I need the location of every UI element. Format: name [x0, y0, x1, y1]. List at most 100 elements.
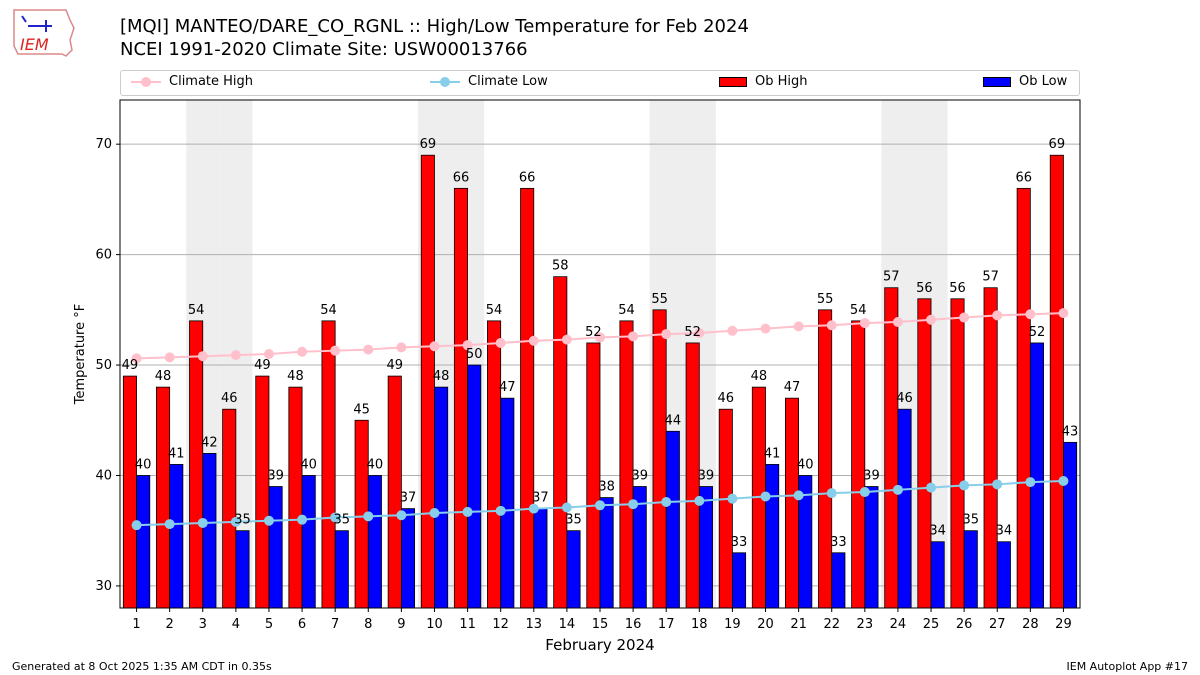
- climate-high-point: [230, 350, 241, 361]
- ob-low-label: 40: [367, 457, 384, 472]
- climate-low-point: [429, 508, 440, 519]
- climate-high-point: [197, 351, 208, 362]
- ob-low-label: 37: [400, 491, 417, 506]
- climate-low-point: [859, 487, 870, 498]
- ob-low-bar: [566, 530, 581, 609]
- climate-low-point: [1058, 476, 1069, 486]
- ob-low-label: 34: [996, 524, 1013, 539]
- ob-high-label: 54: [850, 303, 867, 318]
- climate-low-point: [1025, 477, 1036, 488]
- ob-high-label: 54: [618, 303, 635, 318]
- x-tick-label: 28: [1022, 617, 1039, 632]
- climate-low-point: [694, 495, 705, 506]
- climate-low-point: [892, 484, 903, 495]
- ob-low-bar: [202, 452, 217, 609]
- ob-high-bar: [917, 298, 932, 609]
- x-tick-label: 4: [232, 617, 240, 632]
- ob-high-label: 57: [883, 270, 900, 285]
- climate-high-point: [297, 346, 308, 357]
- ob-low-bar: [400, 508, 416, 609]
- ob-low-bar: [169, 464, 184, 609]
- climate-high-point: [263, 349, 274, 359]
- ob-high-label: 69: [420, 137, 437, 152]
- ob-low-bar: [599, 497, 614, 609]
- ob-high-label: 69: [1049, 137, 1066, 152]
- ob-low-label: 33: [830, 535, 847, 550]
- ob-low-label: 35: [334, 513, 351, 528]
- x-tick-label: 13: [526, 617, 543, 632]
- ob-high-bar: [122, 375, 137, 609]
- climate-low-point: [197, 517, 208, 528]
- y-tick-label: 70: [95, 137, 112, 152]
- chart-subtitle: NCEI 1991-2020 Climate Site: USW00013766: [120, 39, 528, 60]
- climate-high-point: [1025, 309, 1036, 320]
- legend: Climate High Climate Low Ob High Ob Low: [120, 70, 1080, 96]
- legend-ob-low: Ob Low: [983, 74, 1067, 89]
- y-tick-label: 40: [95, 468, 112, 483]
- ob-low-bar: [963, 530, 978, 609]
- x-axis-label: February 2024: [545, 636, 654, 654]
- ob-high-bar: [586, 342, 601, 609]
- climate-low-point: [595, 500, 605, 511]
- ob-high-label: 56: [916, 281, 933, 296]
- climate-high-point: [396, 342, 407, 353]
- iem-logo-icon: IEM: [13, 9, 75, 57]
- ob-high-label: 46: [718, 391, 735, 406]
- ob-low-label: 41: [168, 446, 185, 461]
- logo-text: IEM: [20, 35, 49, 54]
- ob-high-bar: [553, 276, 568, 609]
- ob-high-label: 66: [519, 170, 536, 185]
- x-tick-label: 27: [989, 617, 1006, 632]
- climate-high-point: [561, 334, 572, 345]
- ob-low-bar: [367, 475, 382, 609]
- ob-high-label: 54: [188, 303, 205, 318]
- ob-high-bar: [288, 386, 303, 609]
- x-tick-label: 29: [1055, 617, 1072, 632]
- climate-high-point: [760, 323, 771, 334]
- chart-title: [MQI] MANTEO/DARE_CO_RGNL :: High/Low Te…: [120, 16, 749, 37]
- ob-low-label: 35: [234, 513, 251, 528]
- ob-low-label: 44: [665, 413, 682, 428]
- ob-high-label: 48: [287, 369, 304, 384]
- climate-low-point: [628, 499, 639, 510]
- climate-low-point: [661, 496, 672, 507]
- ob-high-label: 52: [585, 325, 602, 340]
- ob-high-bar: [983, 287, 998, 609]
- ob-high-label: 46: [221, 391, 238, 406]
- x-tick-label: 1: [132, 617, 140, 632]
- climate-low-point: [826, 488, 837, 499]
- ob-high-label: 56: [949, 281, 966, 296]
- climate-high-point: [859, 318, 870, 329]
- climate-high-point: [926, 314, 937, 325]
- ob-low-bar: [765, 464, 780, 609]
- x-tick-label: 17: [658, 617, 675, 632]
- ob-high-bar: [453, 187, 468, 609]
- ob-high-bar: [619, 320, 634, 609]
- ob-high-bar: [718, 408, 733, 609]
- climate-low-point: [992, 479, 1003, 490]
- ob-low-label: 40: [300, 457, 317, 472]
- ob-low-bar: [665, 430, 680, 609]
- climate-high-point: [462, 340, 473, 351]
- ob-low-bar: [500, 397, 515, 609]
- ob-low-bar: [930, 541, 945, 609]
- ob-low-bar: [334, 530, 349, 609]
- x-tick-label: 7: [331, 617, 339, 632]
- ob-high-bar: [487, 320, 502, 609]
- x-tick-label: 19: [724, 617, 741, 632]
- ob-low-label: 41: [764, 446, 781, 461]
- ob-high-label: 55: [817, 292, 834, 307]
- ob-high-label: 49: [254, 358, 271, 373]
- ob-low-label: 39: [631, 469, 648, 484]
- climate-low-point: [528, 503, 539, 514]
- climate-high-swatch-icon: [131, 76, 161, 87]
- generated-timestamp: Generated at 8 Oct 2025 1:35 AM CDT in 0…: [12, 660, 272, 673]
- x-tick-label: 9: [397, 617, 405, 632]
- climate-low-point: [230, 516, 241, 527]
- legend-climate-high: Climate High: [131, 74, 253, 89]
- ob-low-label: 46: [896, 391, 913, 406]
- climate-low-point: [131, 520, 142, 531]
- climate-high-point: [793, 321, 804, 332]
- ob-low-bar: [533, 508, 548, 609]
